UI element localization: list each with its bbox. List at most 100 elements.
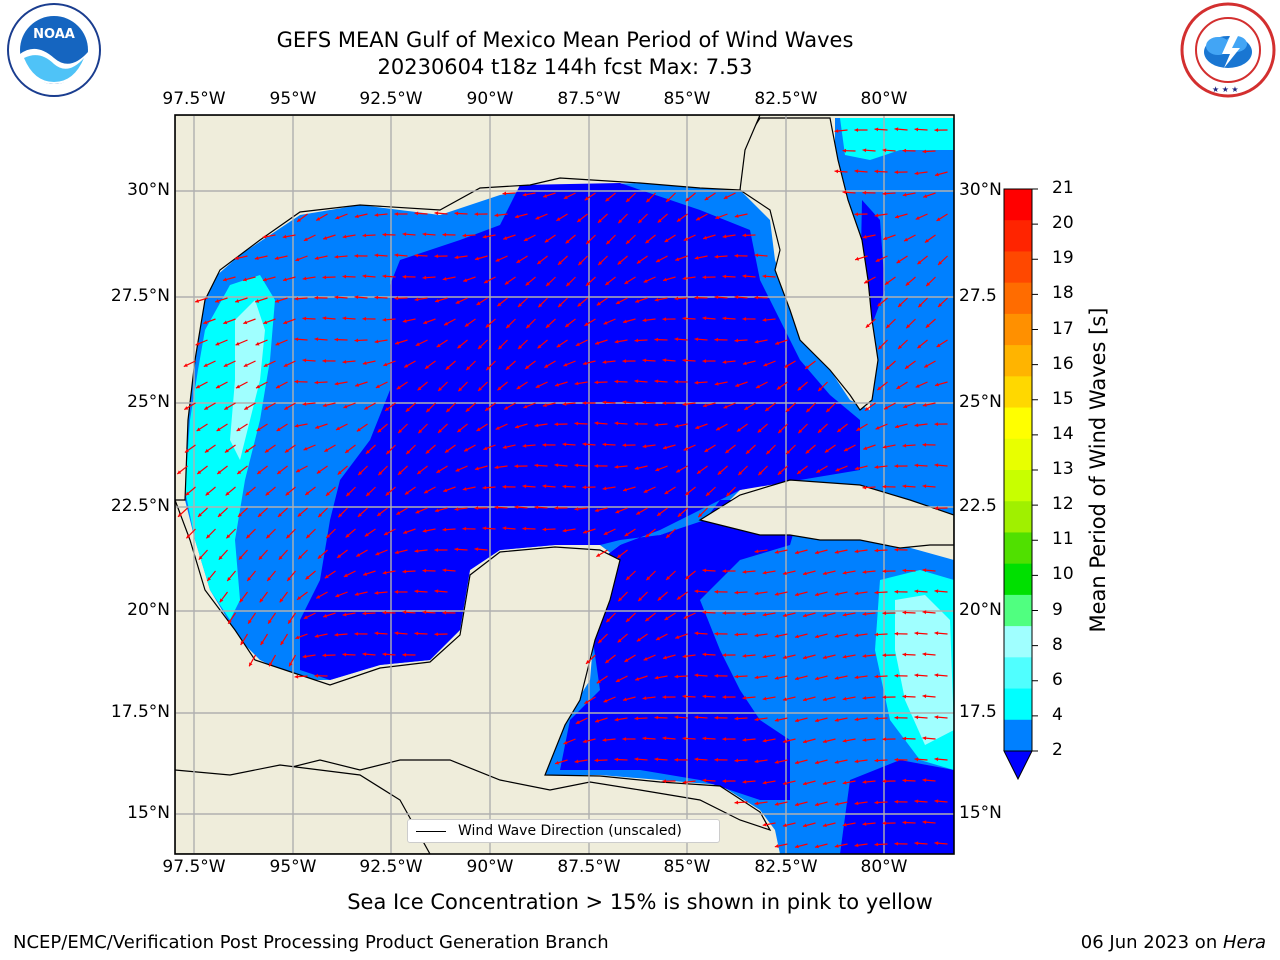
wind-wave-arrow bbox=[624, 654, 636, 663]
wind-wave-arrow bbox=[883, 402, 896, 410]
wind-wave-arrow bbox=[597, 633, 608, 644]
wind-wave-arrow bbox=[602, 738, 616, 742]
wind-wave-arrow bbox=[885, 360, 896, 371]
wind-wave-arrow bbox=[922, 484, 936, 489]
wind-wave-arrow bbox=[523, 234, 536, 242]
wind-wave-arrow bbox=[302, 358, 316, 363]
wind-wave-arrow bbox=[662, 695, 676, 700]
wind-wave-arrow bbox=[457, 423, 468, 433]
wind-wave-arrow bbox=[322, 653, 336, 658]
wind-wave-arrow bbox=[224, 444, 236, 454]
wind-wave-arrow bbox=[522, 526, 536, 531]
wind-wave-arrow bbox=[345, 528, 356, 538]
wind-wave-arrow bbox=[203, 318, 216, 325]
wind-wave-arrow bbox=[283, 360, 296, 368]
wind-wave-arrow bbox=[402, 274, 416, 279]
wind-wave-arrow bbox=[882, 653, 896, 658]
wind-wave-arrow bbox=[374, 631, 388, 636]
wind-wave-arrow bbox=[934, 757, 948, 762]
wind-wave-arrow bbox=[695, 423, 708, 430]
wind-wave-arrow bbox=[834, 591, 848, 596]
wind-wave-arrow bbox=[674, 337, 688, 342]
wind-wave-arrow bbox=[585, 654, 596, 665]
wind-wave-arrow bbox=[704, 444, 716, 453]
lon-label: 82.5°W bbox=[754, 857, 818, 877]
wind-wave-arrow bbox=[405, 444, 416, 455]
wind-wave-arrow bbox=[754, 759, 768, 764]
wind-wave-arrow bbox=[802, 822, 816, 828]
wind-wave-arrow bbox=[402, 232, 416, 237]
wind-wave-arrow bbox=[244, 444, 256, 454]
atlantic-light bbox=[840, 118, 954, 160]
wind-wave-arrow bbox=[934, 422, 948, 427]
wind-wave-arrow bbox=[734, 590, 748, 595]
wind-wave-arrow bbox=[185, 486, 196, 496]
wind-wave-arrow bbox=[657, 213, 668, 224]
wind-wave-arrow bbox=[854, 591, 868, 596]
wind-wave-arrow bbox=[315, 423, 328, 429]
wind-wave-arrow bbox=[662, 276, 676, 282]
wind-wave-arrow bbox=[903, 234, 916, 242]
wind-wave-arrow bbox=[874, 169, 888, 174]
wind-wave-arrow bbox=[422, 275, 436, 280]
wind-wave-arrow bbox=[235, 339, 248, 346]
wind-wave-arrow bbox=[802, 738, 816, 744]
wind-wave-arrow bbox=[734, 213, 748, 218]
wind-wave-arrow bbox=[198, 549, 208, 561]
wind-wave-arrow bbox=[525, 318, 536, 329]
wind-wave-arrow bbox=[622, 696, 636, 702]
wind-wave-arrow bbox=[236, 423, 248, 432]
lon-label: 80°W bbox=[860, 857, 908, 877]
wind-wave-arrow bbox=[774, 759, 788, 764]
wind-wave-arrow bbox=[874, 758, 888, 763]
wind-wave-arrow bbox=[742, 611, 756, 616]
wind-wave-arrow bbox=[545, 276, 556, 287]
wind-wave-arrow bbox=[554, 381, 568, 387]
wind-wave-arrow bbox=[223, 360, 236, 368]
wind-wave-arrow bbox=[585, 234, 596, 245]
wind-wave-arrow bbox=[643, 654, 656, 661]
colorbar-segment bbox=[1004, 688, 1032, 721]
wind-wave-arrow bbox=[238, 549, 248, 561]
wind-wave-arrow bbox=[296, 591, 308, 601]
wind-wave-arrow bbox=[914, 423, 928, 428]
wind-wave-arrow bbox=[316, 465, 328, 475]
wind-wave-arrow bbox=[683, 444, 696, 451]
wind-wave-arrow bbox=[645, 528, 656, 538]
wind-wave-arrow bbox=[934, 506, 948, 511]
colorbar-segment bbox=[1004, 657, 1032, 690]
wind-wave-arrow bbox=[434, 254, 448, 259]
wind-wave-arrow bbox=[554, 422, 568, 427]
wind-wave-arrow bbox=[914, 171, 928, 176]
wind-wave-arrow bbox=[665, 528, 676, 539]
wind-wave-arrow bbox=[715, 213, 728, 220]
wind-wave-arrow bbox=[474, 212, 488, 217]
wind-wave-arrow bbox=[876, 381, 888, 391]
wind-wave-arrow bbox=[894, 841, 908, 846]
wind-wave-arrow bbox=[843, 444, 856, 452]
wind-wave-arrow bbox=[734, 295, 748, 300]
wind-wave-arrow bbox=[662, 736, 676, 741]
wind-wave-arrow bbox=[714, 589, 728, 594]
wind-wave-arrow bbox=[662, 779, 676, 784]
wind-wave-arrow bbox=[556, 339, 568, 348]
wind-wave-arrow bbox=[377, 423, 388, 433]
wind-wave-arrow bbox=[195, 339, 208, 346]
wind-wave-arrow bbox=[454, 547, 468, 552]
wind-wave-arrow bbox=[454, 255, 468, 260]
wind-wave-arrow bbox=[383, 360, 396, 367]
wind-wave-arrow bbox=[902, 736, 916, 741]
wind-wave-arrow bbox=[563, 738, 576, 745]
wind-wave-arrow bbox=[514, 213, 528, 219]
wind-wave-arrow bbox=[822, 780, 836, 786]
wind-wave-arrow bbox=[362, 570, 376, 576]
coast-pale-west bbox=[230, 300, 265, 460]
wind-wave-arrow bbox=[734, 253, 748, 258]
wind-wave-arrow bbox=[834, 801, 848, 806]
wind-wave-arrow bbox=[574, 463, 588, 468]
wind-wave-arrow bbox=[483, 276, 496, 284]
colorbar-tick-label: 11 bbox=[1052, 529, 1074, 550]
wind-wave-arrow bbox=[643, 486, 656, 493]
wind-wave-arrow bbox=[854, 549, 868, 554]
wind-wave-arrow bbox=[562, 442, 576, 447]
